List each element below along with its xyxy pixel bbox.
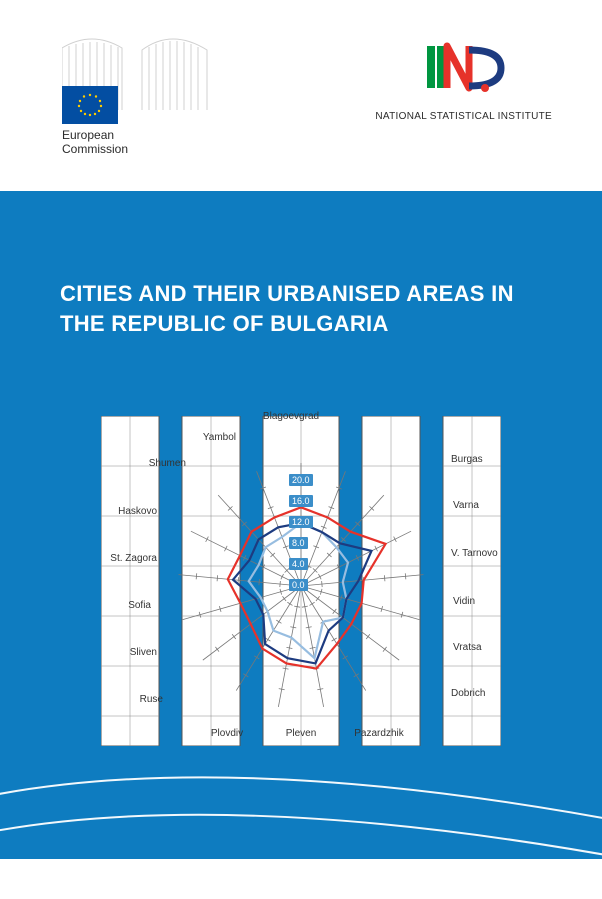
axis-tick-label: 8.0 [289, 537, 308, 549]
main-panel: CITIES AND THEIR URBANISED AREAS IN THE … [0, 191, 602, 859]
header: European Commission NATIONAL STATISTICAL… [0, 0, 602, 191]
city-label: St. Zagora [110, 553, 157, 564]
city-label: Sliven [130, 647, 157, 658]
city-label: Vidin [453, 596, 475, 607]
radar-chart: BlagoevgradBurgasVarnaV. TarnovoVidinVra… [101, 416, 501, 746]
nsi-logo-block: NATIONAL STATISTICAL INSTITUTE [375, 38, 552, 122]
city-label: Blagoevgrad [263, 411, 319, 422]
city-label: Burgas [451, 454, 483, 465]
city-label: Pazardzhik [354, 728, 403, 739]
city-label: Shumen [149, 458, 186, 469]
axis-tick-label: 0.0 [289, 579, 308, 591]
nsi-logo-icon [419, 38, 509, 96]
axis-tick-label: 12.0 [289, 516, 313, 528]
ec-label: European Commission [62, 128, 128, 157]
city-label: Yambol [203, 432, 236, 443]
page-title: CITIES AND THEIR URBANISED AREAS IN THE … [60, 279, 552, 338]
city-label: V. Tarnovo [451, 548, 498, 559]
eu-flag-icon [62, 86, 118, 124]
axis-tick-label: 16.0 [289, 495, 313, 507]
ec-label-line1: European [62, 128, 114, 142]
page: European Commission NATIONAL STATISTICAL… [0, 0, 602, 859]
city-label: Plovdiv [211, 728, 243, 739]
nsi-label: NATIONAL STATISTICAL INSTITUTE [375, 111, 552, 122]
axis-tick-label: 20.0 [289, 474, 313, 486]
city-label: Ruse [140, 694, 163, 705]
city-label: Haskovo [118, 506, 157, 517]
city-label: Pleven [286, 728, 317, 739]
city-label: Sofia [128, 600, 151, 611]
city-label: Varna [453, 500, 479, 511]
axis-tick-label: 4.0 [289, 558, 308, 570]
ec-label-line2: Commission [62, 142, 128, 156]
city-label: Vratsa [453, 642, 482, 653]
city-label: Dobrich [451, 688, 485, 699]
